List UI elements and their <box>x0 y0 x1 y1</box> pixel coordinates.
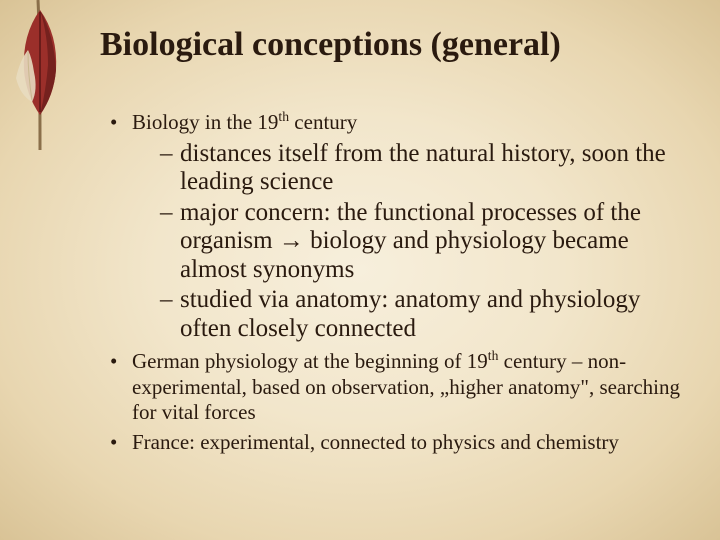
bullet-item-2: German physiology at the beginning of 19… <box>110 349 680 426</box>
sub-bullet-2: major concern: the functional processes … <box>160 199 680 285</box>
sub-bullet-1: distances itself from the natural histor… <box>160 140 680 197</box>
bullet-2-sup: th <box>488 348 499 363</box>
sub-bullet-3: studied via anatomy: anatomy and physiol… <box>160 286 680 343</box>
bullet-1-sup: th <box>278 109 289 124</box>
bullet-item-1: Biology in the 19th century distances it… <box>110 110 680 343</box>
slide: Biological conceptions (general) Biology… <box>0 0 720 540</box>
bullet-1-post: century <box>289 110 357 134</box>
slide-title: Biological conceptions (general) <box>100 26 690 63</box>
bullet-list: Biology in the 19th century distances it… <box>110 110 680 456</box>
bullet-2-pre: German physiology at the beginning of 19 <box>132 349 488 373</box>
slide-body: Biology in the 19th century distances it… <box>110 110 680 460</box>
leaf-decoration <box>10 0 70 150</box>
sub-bullet-list: distances itself from the natural histor… <box>132 140 680 344</box>
bullet-item-3: France: experimental, connected to physi… <box>110 430 680 456</box>
bullet-1-pre: Biology in the 19 <box>132 110 278 134</box>
